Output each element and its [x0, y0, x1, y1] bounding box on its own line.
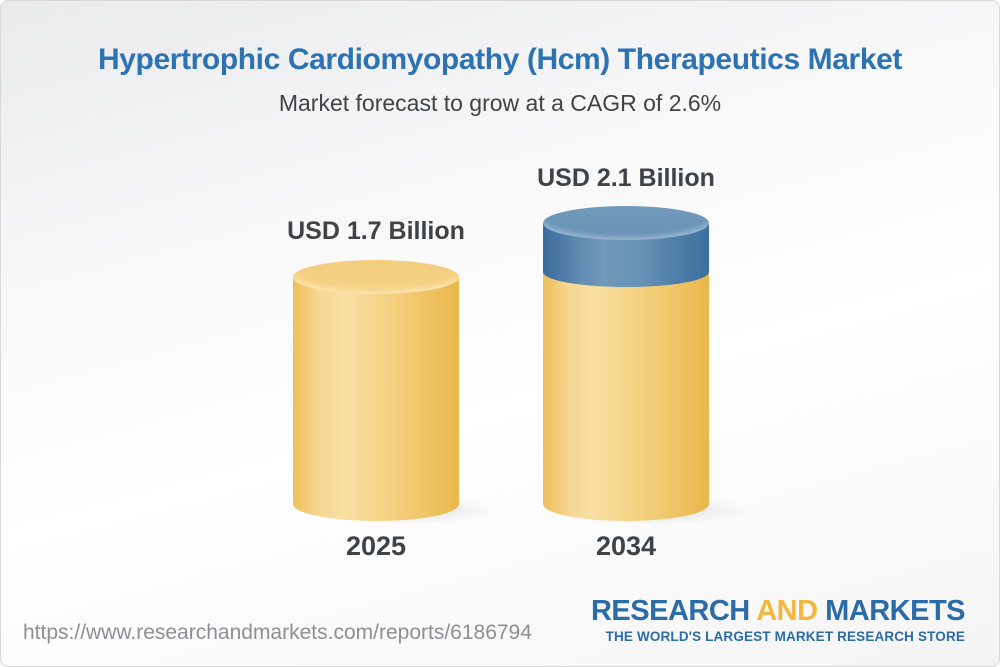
bar-2034-cylinder-body: [543, 259, 709, 521]
bar-2034-cylinder-cap: [543, 206, 709, 240]
bar-2025-cylinder-cap: [293, 260, 459, 294]
bar-2025-year-label: 2025: [345, 531, 407, 561]
bar-2025-value-label: USD 1.7 Billion: [287, 217, 465, 245]
bar-2034: USD 2.1 Billion 2034: [537, 1, 764, 601]
bar-2034-value-label: USD 2.1 Billion: [537, 164, 715, 192]
logo-word-research: RESEARCH: [590, 595, 750, 627]
logo-wordmark: RESEARCH AND MARKETS: [590, 595, 966, 627]
bar-2025-cylinder-body: [293, 277, 459, 521]
report-url: https://www.researchandmarkets.com/repor…: [23, 621, 532, 644]
research-and-markets-logo: RESEARCH AND MARKETS THE WORLD'S LARGEST…: [590, 595, 966, 644]
bar-2034-year-label: 2034: [595, 531, 657, 561]
logo-word-markets: MARKETS: [825, 595, 965, 627]
logo-word-and: AND: [756, 595, 818, 627]
logo-tagline: THE WORLD'S LARGEST MARKET RESEARCH STOR…: [605, 629, 965, 644]
page-title: Hypertrophic Cardiomyopathy (Hcm) Therap…: [98, 43, 902, 76]
bar-2025: USD 1.7 Billion 2025: [287, 1, 514, 601]
chart-subtitle: Market forecast to grow at a CAGR of 2.6…: [278, 90, 722, 116]
